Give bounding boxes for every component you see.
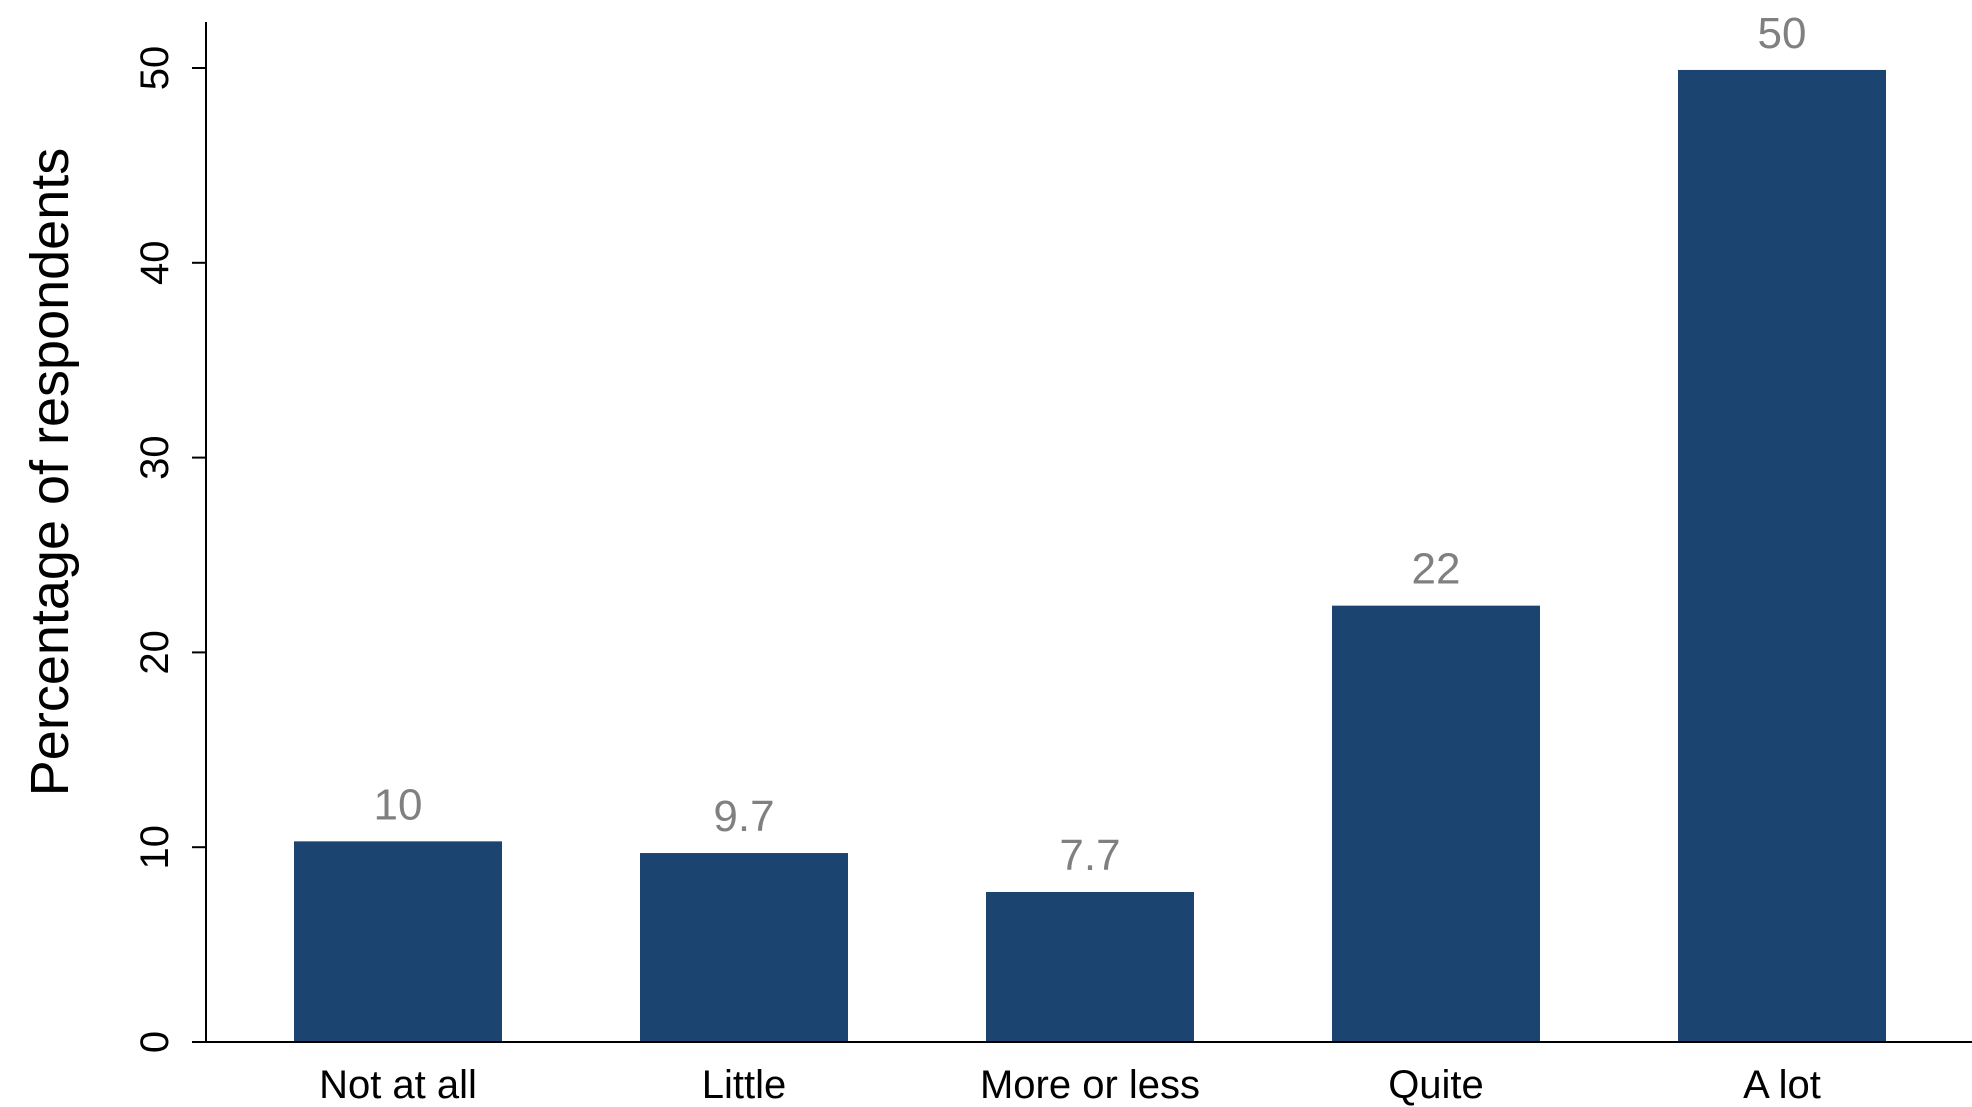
y-axis-title: Percentage of respondents <box>20 148 80 796</box>
data-label: 10 <box>374 780 423 829</box>
y-tick-label: 10 <box>133 825 177 870</box>
bars <box>294 69 1886 1042</box>
y-tick-label: 50 <box>133 46 177 91</box>
y-tick-label: 30 <box>133 435 177 480</box>
bar-not-at-all <box>294 841 502 1042</box>
x-axis: Not at all Little More or less Quite A lot <box>192 1041 1972 1107</box>
bar-more-or-less <box>986 892 1194 1042</box>
data-label: 9.7 <box>713 792 774 841</box>
y-tick-label: 0 <box>133 1031 177 1053</box>
data-label: 7.7 <box>1059 831 1120 880</box>
x-tick-label: A lot <box>1743 1063 1821 1107</box>
data-label: 22 <box>1412 545 1461 594</box>
data-label: 50 <box>1758 9 1807 58</box>
bar-a-lot <box>1678 69 1886 1042</box>
x-tick-label: Not at all <box>319 1063 477 1107</box>
data-labels: 10 9.7 7.7 22 50 <box>374 9 1807 880</box>
x-tick-label: Little <box>702 1063 787 1107</box>
bar-little <box>640 853 848 1042</box>
bar-quite <box>1332 605 1540 1042</box>
x-tick-label: More or less <box>980 1063 1200 1107</box>
y-tick-label: 40 <box>133 241 177 286</box>
x-tick-label: Quite <box>1388 1063 1484 1107</box>
y-axis: 0 10 20 30 40 50 <box>133 22 207 1053</box>
y-tick-label: 20 <box>133 630 177 675</box>
